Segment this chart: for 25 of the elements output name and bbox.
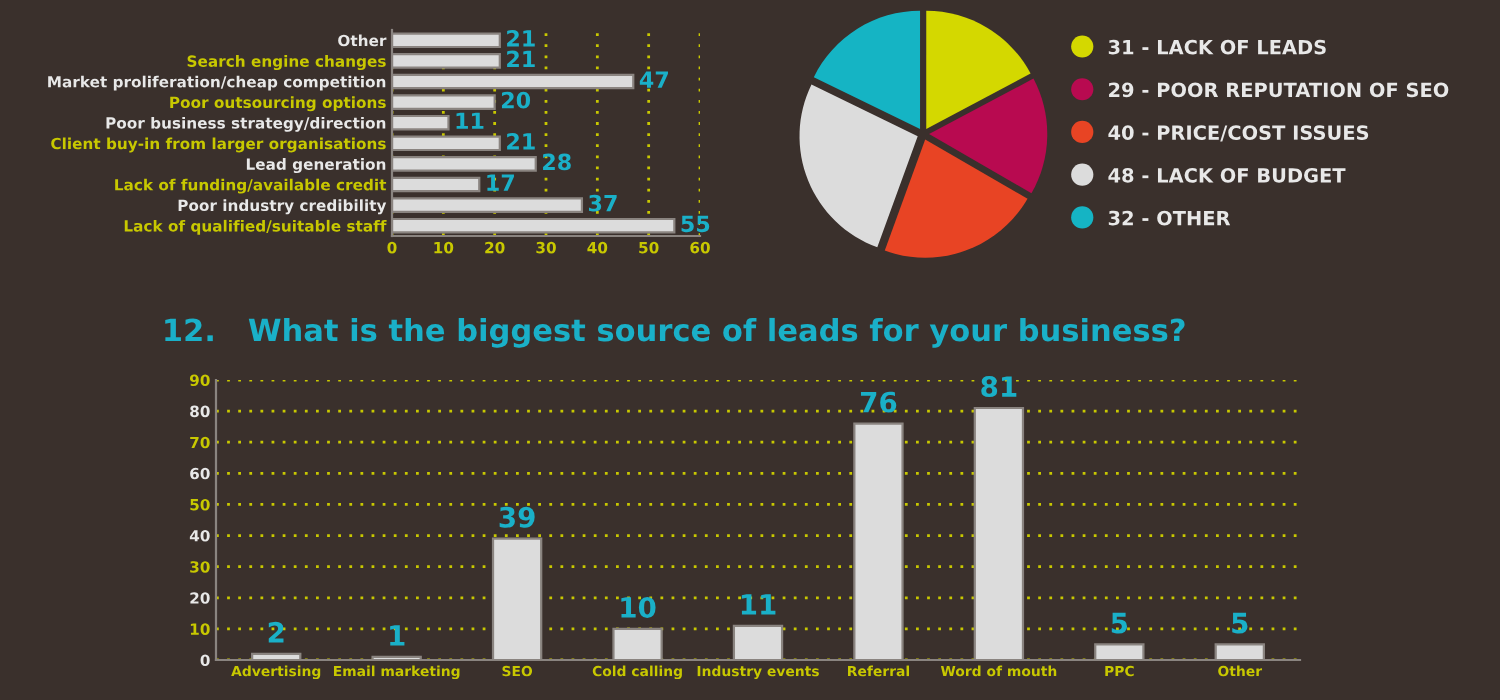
chart-title: 12. What is the biggest source of leads for your business?: [165, 317, 1185, 348]
legend-label: 31 - LACK OF LEADS: [1108, 39, 1326, 55]
data-label: 10: [621, 596, 656, 618]
data-label: 21: [507, 50, 535, 68]
data-label: 2: [268, 621, 284, 643]
legend-label: 40 - PRICE/COST ISSUES: [1108, 125, 1369, 142]
data-label: 20: [501, 91, 531, 109]
data-label: 47: [639, 71, 668, 88]
data-label: 5: [1232, 612, 1248, 634]
data-label: 55: [681, 215, 710, 233]
data-label: 81: [981, 376, 1017, 398]
data-label: 17: [487, 174, 514, 191]
legend-label: 32 - OTHER: [1108, 210, 1231, 226]
data-label: 11: [741, 594, 776, 615]
data-label: 1: [390, 625, 405, 646]
data-label: 21: [507, 29, 535, 47]
data-label: 76: [860, 391, 897, 413]
data-label: 21: [507, 132, 535, 150]
legend-label: 48 - LACK OF BUDGET: [1108, 167, 1346, 183]
data-label: 37: [588, 194, 617, 212]
data-label: 39: [499, 506, 535, 528]
data-label: 11: [456, 112, 484, 129]
legend-label: 29 - POOR REPUTATION OF SEO: [1109, 82, 1449, 98]
data-label: 5: [1111, 612, 1128, 634]
data-label: 28: [543, 153, 571, 171]
